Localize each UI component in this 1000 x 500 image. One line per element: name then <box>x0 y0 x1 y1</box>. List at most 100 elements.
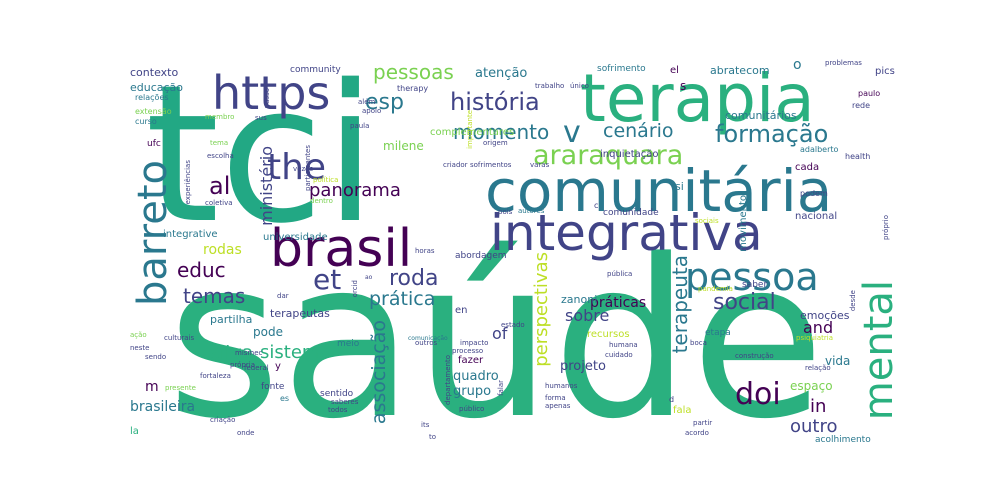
word-origem: origem <box>483 139 508 147</box>
word-psiquiatria: psiquiatria <box>796 334 834 342</box>
word-apoio: apoio <box>362 107 382 115</box>
word-criador: criador <box>443 161 468 169</box>
word-vezes: vezes <box>293 165 314 173</box>
word-silva: silva <box>210 342 254 364</box>
word-ao: ao <box>365 274 373 281</box>
word-the: the <box>267 147 327 188</box>
word-unico: único <box>570 82 589 90</box>
word-perspectivas: perspectivas <box>531 252 552 367</box>
word-terapeutas: terapeutas <box>270 307 330 320</box>
word-forma: forma <box>545 394 566 402</box>
word-integrative: integrative <box>163 229 218 240</box>
word-pandemia: pandemia <box>698 285 733 293</box>
word-fonte: fonte <box>261 382 285 392</box>
word-departamento: departamento <box>444 355 452 405</box>
word-humana: humana <box>609 341 638 349</box>
word-abordagem: abordagem <box>455 251 507 261</box>
word-propria: própria <box>230 361 256 369</box>
word-community: community <box>290 65 341 75</box>
word-acao: ação <box>130 331 147 339</box>
word-formacao: formação <box>715 120 829 148</box>
word-importante: importante <box>466 110 474 149</box>
word-sobre: sobre <box>565 306 610 325</box>
word-historia: história <box>450 88 540 116</box>
word-brasil: brasil <box>270 219 413 279</box>
word-outro: outro <box>790 416 838 437</box>
word-todos: todos <box>328 406 348 414</box>
word-comunitarios: comunitários <box>725 109 797 122</box>
word-relacao: relação <box>805 364 831 372</box>
word-pois: pois <box>498 208 513 216</box>
word-politica: política <box>313 176 339 184</box>
word-ministerio: ministério <box>257 146 276 226</box>
word-educ: educ <box>177 258 226 282</box>
word-abratecom: abratecom <box>710 64 770 77</box>
word-passo: passo <box>263 88 271 109</box>
word-saude: saúde <box>167 214 825 450</box>
word-partir: partir <box>693 419 713 427</box>
word-criacao: criação <box>210 416 236 424</box>
word-al: al <box>209 172 231 200</box>
word-autores: autores <box>518 207 545 215</box>
word-pics: pics <box>875 66 895 77</box>
word-social: social <box>713 290 776 315</box>
word-curso: curso <box>135 117 157 126</box>
word-fazer: fazer <box>458 355 484 366</box>
word-orcid: orcid <box>351 280 359 298</box>
word-tci: tci <box>145 50 377 265</box>
word-desde: desde <box>849 290 857 312</box>
word-pessoas: pessoas <box>373 60 454 84</box>
word-fala: fala <box>673 405 692 416</box>
word-and: and <box>803 318 834 337</box>
word-contexto: contexto <box>130 66 179 79</box>
word-complementares: complementares <box>430 127 515 138</box>
word-pratica: prática <box>369 288 436 310</box>
word-alem: além <box>358 98 376 106</box>
word-m: m <box>145 379 159 395</box>
word-temas: temas <box>183 284 246 308</box>
word-comunicacao: comunicação <box>408 335 448 342</box>
word-processo: processo <box>452 347 484 355</box>
word-estado: estado <box>501 321 525 329</box>
word-pode: pode <box>253 325 283 339</box>
word-el: el <box>670 65 679 76</box>
word-araraquara: araraquara <box>533 140 684 171</box>
word-in: in <box>810 396 827 417</box>
word-cenario: cenário <box>603 120 674 142</box>
word-varas: varas <box>530 161 550 169</box>
word-construcao: construção <box>735 352 774 360</box>
word-si: si <box>675 180 684 193</box>
word-nacional: nacional <box>795 211 838 222</box>
word-milene: milene <box>383 139 424 153</box>
word-cada: cada <box>795 162 820 173</box>
word-zanoni: zanoni <box>561 293 598 306</box>
word-partilha: partilha <box>210 313 253 326</box>
word-rodas: rodas <box>203 242 242 258</box>
word-meio: meio <box>337 339 360 349</box>
word-proprio: próprio <box>882 215 890 240</box>
word-acolhimento: acolhimento <box>815 435 871 445</box>
word-emocoes: emoções <box>800 309 850 322</box>
word-sofrimento: sofrimento <box>597 64 646 74</box>
word-publico: público <box>459 405 485 413</box>
word-escolha: escolha <box>207 152 234 160</box>
word-culturais: culturais <box>164 334 195 342</box>
word-membro: membro <box>205 113 235 121</box>
word-sistema: sistema <box>260 342 331 363</box>
word-praticas: práticas <box>590 295 647 311</box>
word-apenas: apenas <box>545 402 571 410</box>
word-ufc: ufc <box>147 139 161 149</box>
word-es: es <box>280 394 290 403</box>
word-panorama: panorama <box>309 180 401 201</box>
word-fortaleza: fortaleza <box>200 372 231 380</box>
word-horas: horas <box>415 247 435 255</box>
word-movimento: movimento <box>738 195 749 252</box>
word-sentido: sentido <box>320 389 354 399</box>
word-mismec: mismec <box>235 349 263 357</box>
word-etapa: etapa <box>705 328 731 338</box>
word-associacao: associação <box>368 320 390 425</box>
word-presente: presente <box>165 384 196 392</box>
word-terapeuta: terapeuta <box>668 255 692 354</box>
word-outros: outros <box>415 339 438 347</box>
